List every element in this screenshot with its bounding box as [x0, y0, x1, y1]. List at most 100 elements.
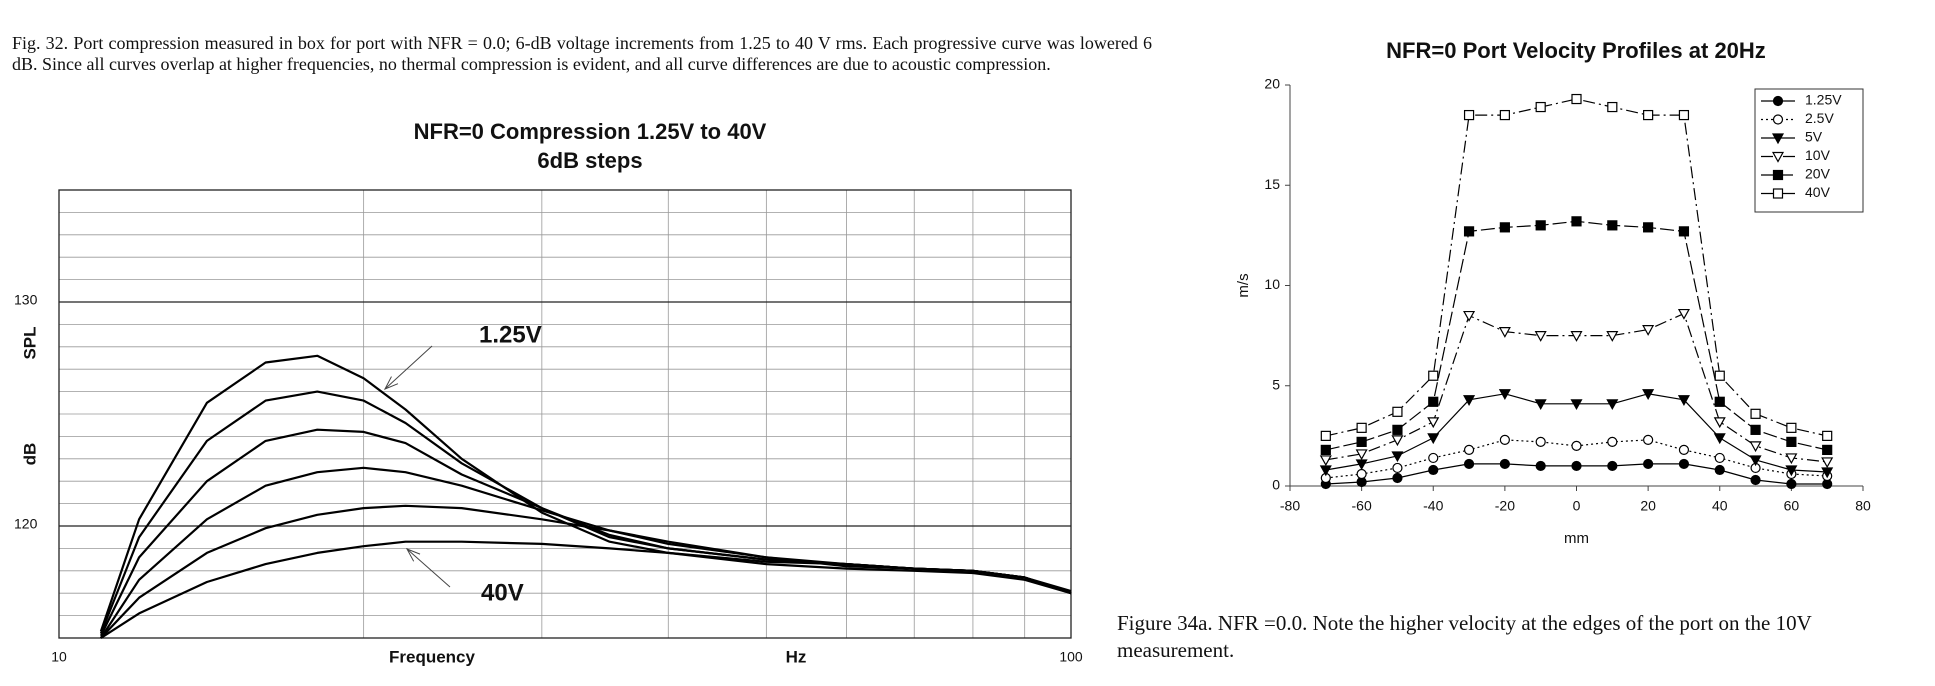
- data-point: [1786, 478, 1797, 490]
- data-point: [1355, 449, 1368, 461]
- y-tick-label: 0: [1272, 477, 1280, 493]
- data-point: [1607, 436, 1618, 447]
- legend-label: 5V: [1805, 129, 1823, 145]
- legend-label: 2.5V: [1805, 110, 1834, 126]
- data-point: [1320, 444, 1331, 456]
- data-point: [1463, 226, 1475, 237]
- annotation: 40V: [481, 579, 524, 606]
- data-point: [1570, 399, 1583, 411]
- data-point: [1535, 436, 1546, 447]
- data-point: [1392, 406, 1403, 417]
- data-point: [1392, 424, 1403, 435]
- annotation-arrowhead: [383, 376, 399, 390]
- x-tick-label: 0: [1573, 498, 1581, 514]
- data-point: [1677, 308, 1690, 320]
- series-line: [99, 354, 1072, 632]
- data-point: [1678, 109, 1690, 121]
- data-point: [1534, 399, 1547, 411]
- legend-label: 10V: [1805, 147, 1831, 163]
- data-point: [1535, 460, 1546, 472]
- y-axis-label: SPL: [20, 326, 39, 359]
- x-tick-label: 10: [51, 649, 67, 665]
- x-axis-unit: Hz: [786, 647, 807, 666]
- y-axis-unit: dB: [20, 443, 39, 466]
- y-axis-label: m/s: [1235, 273, 1252, 297]
- x-tick-label: -80: [1280, 498, 1300, 514]
- data-point: [1750, 424, 1761, 435]
- x-axis-label: mm: [1564, 530, 1589, 547]
- series-line: [100, 504, 1072, 639]
- data-point: [1607, 460, 1618, 472]
- legend-label: 1.25V: [1805, 92, 1842, 108]
- legend-marker: [1772, 114, 1784, 125]
- data-point: [1463, 458, 1475, 470]
- data-point: [1677, 395, 1690, 407]
- data-point: [1571, 440, 1582, 451]
- data-point: [1535, 220, 1546, 231]
- annotation-arrow: [406, 548, 451, 588]
- data-point: [1714, 452, 1725, 464]
- data-point: [1498, 389, 1511, 401]
- data-point: [1643, 458, 1654, 470]
- data-point: [1606, 331, 1619, 342]
- data-point: [1749, 441, 1762, 453]
- x-tick-label: 20: [1640, 498, 1656, 514]
- legend-marker: [1772, 188, 1784, 199]
- data-point: [1749, 455, 1762, 467]
- data-point: [1571, 460, 1582, 472]
- data-point: [1463, 444, 1475, 456]
- y-tick-label: 120: [14, 516, 38, 532]
- data-point: [1822, 444, 1833, 456]
- data-point: [1571, 216, 1582, 227]
- data-point: [1428, 452, 1439, 464]
- data-point: [1535, 101, 1546, 113]
- data-point: [1319, 465, 1332, 477]
- series-line: [99, 428, 1072, 637]
- y-tick-label: 15: [1264, 176, 1280, 192]
- x-tick-label: -60: [1352, 498, 1372, 514]
- x-tick-label: 60: [1784, 498, 1800, 514]
- data-point: [1822, 430, 1833, 441]
- data-point: [1713, 433, 1726, 445]
- data-point: [1392, 462, 1403, 474]
- data-point: [1714, 464, 1725, 476]
- series-line: [100, 540, 1072, 639]
- series-line: [1325, 98, 1828, 437]
- data-point: [1499, 434, 1510, 445]
- data-point: [1678, 458, 1690, 470]
- plot-frame: [58, 189, 1072, 639]
- data-point: [1714, 370, 1725, 381]
- legend-marker: [1771, 133, 1785, 145]
- data-point: [1786, 436, 1797, 447]
- x-tick-label: -40: [1423, 498, 1443, 514]
- x-tick-label: 40: [1712, 498, 1728, 514]
- data-point: [1428, 464, 1439, 476]
- data-point: [1786, 422, 1797, 433]
- data-point: [1427, 433, 1440, 445]
- data-point: [1428, 396, 1439, 407]
- x-tick-label: -20: [1495, 498, 1515, 514]
- data-point: [1643, 109, 1654, 121]
- data-point: [1678, 444, 1690, 456]
- data-point: [1642, 389, 1655, 401]
- annotation-arrow: [384, 345, 433, 390]
- data-point: [1463, 109, 1475, 121]
- data-point: [1571, 93, 1582, 105]
- data-point: [1750, 408, 1761, 419]
- chart-title: NFR=0 Compression 1.25V to 40V: [414, 119, 767, 144]
- data-point: [1713, 417, 1726, 429]
- x-tick-label: 100: [1059, 649, 1083, 665]
- x-tick-label: 80: [1855, 498, 1871, 514]
- annotation-arrowhead: [405, 548, 421, 562]
- data-point: [1356, 422, 1367, 433]
- chart-title: NFR=0 Port Velocity Profiles at 20Hz: [1386, 38, 1766, 63]
- data-point: [1319, 455, 1332, 467]
- annotation: 1.25V: [479, 321, 542, 348]
- data-point: [1642, 325, 1655, 336]
- data-point: [1534, 331, 1547, 342]
- legend-label: 40V: [1805, 184, 1831, 200]
- data-point: [1570, 331, 1583, 342]
- data-point: [1499, 458, 1510, 470]
